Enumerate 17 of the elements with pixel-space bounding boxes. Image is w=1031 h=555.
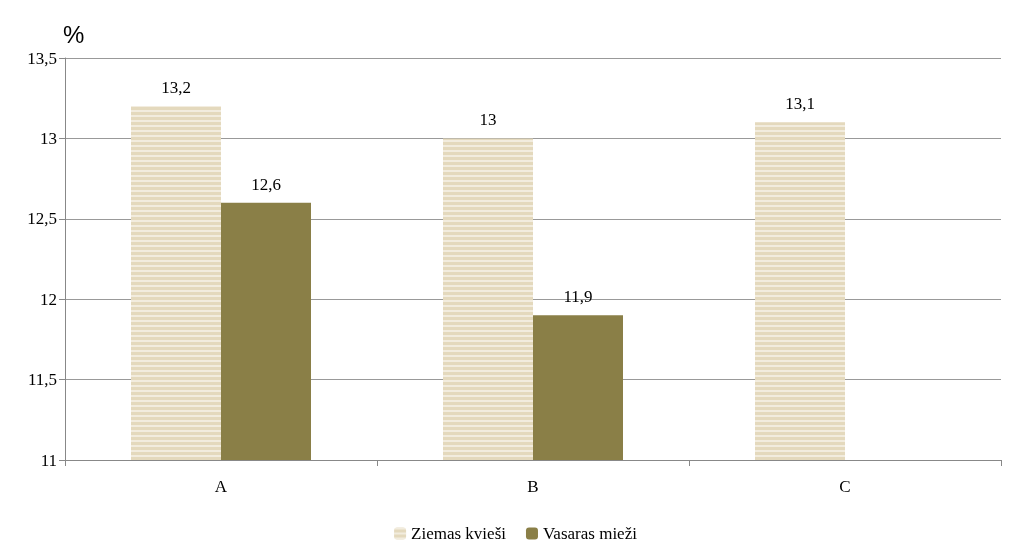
data-label: 13,2 (161, 78, 191, 98)
y-tick-label: 11,5 (27, 370, 57, 390)
x-tick-label: B (527, 477, 539, 496)
y-tick-label: 11 (40, 450, 57, 470)
legend-label: Ziemas kvieši (411, 524, 507, 543)
x-tick-label: C (839, 477, 851, 496)
x-tick-label: A (214, 477, 228, 496)
y-axis-title: % (63, 20, 85, 48)
data-label: 12,6 (251, 174, 281, 194)
legend-label: Vasaras mieži (542, 524, 638, 543)
y-tick-label: 12 (40, 289, 57, 309)
y-tick-label: 13,5 (27, 48, 57, 68)
y-tick-label: 13 (40, 128, 57, 148)
data-label: 11,9 (563, 287, 593, 307)
data-label: 13 (479, 110, 497, 130)
data-label: 13,1 (785, 94, 815, 114)
y-tick-label: 12,5 (27, 209, 57, 229)
